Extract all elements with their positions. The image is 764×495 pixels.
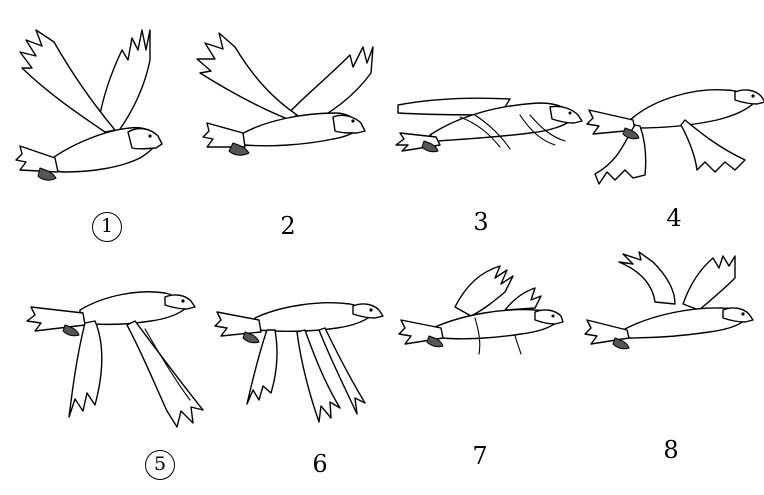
eagle-frame-7 (395, 262, 565, 362)
eagle-wings-recover-icon (398, 265, 564, 355)
eagle-wings-up-open-icon (196, 32, 374, 156)
eagle-frame-1 (10, 20, 180, 195)
eagle-wings-up-return-icon (584, 251, 754, 350)
eagle-frame-5 (25, 285, 215, 430)
eagle-frame-3 (390, 85, 590, 165)
eagle-frame-6 (214, 298, 385, 423)
frame-label-3: 3 (473, 208, 489, 236)
eagle-frame-2 (185, 25, 375, 165)
frame-label-6: 6 (312, 450, 328, 478)
frame-label-4: 4 (666, 204, 682, 232)
eagle-wings-down-start-icon (586, 89, 764, 185)
frame-label-2: 2 (280, 212, 296, 240)
eagle-wings-down-icon (26, 291, 204, 428)
eagle-frame-8 (583, 251, 763, 362)
eagle-frame-4 (585, 80, 764, 190)
eagle-wings-down-full-icon (214, 302, 384, 423)
frame-label-8: 8 (663, 436, 679, 464)
eagle-wings-up-icon (15, 29, 163, 181)
frame-label-7: 7 (472, 442, 488, 470)
frame-label-5: 5 (145, 450, 175, 480)
frame-label-1: 1 (92, 212, 122, 242)
eagle-wings-level-icon (395, 97, 583, 153)
